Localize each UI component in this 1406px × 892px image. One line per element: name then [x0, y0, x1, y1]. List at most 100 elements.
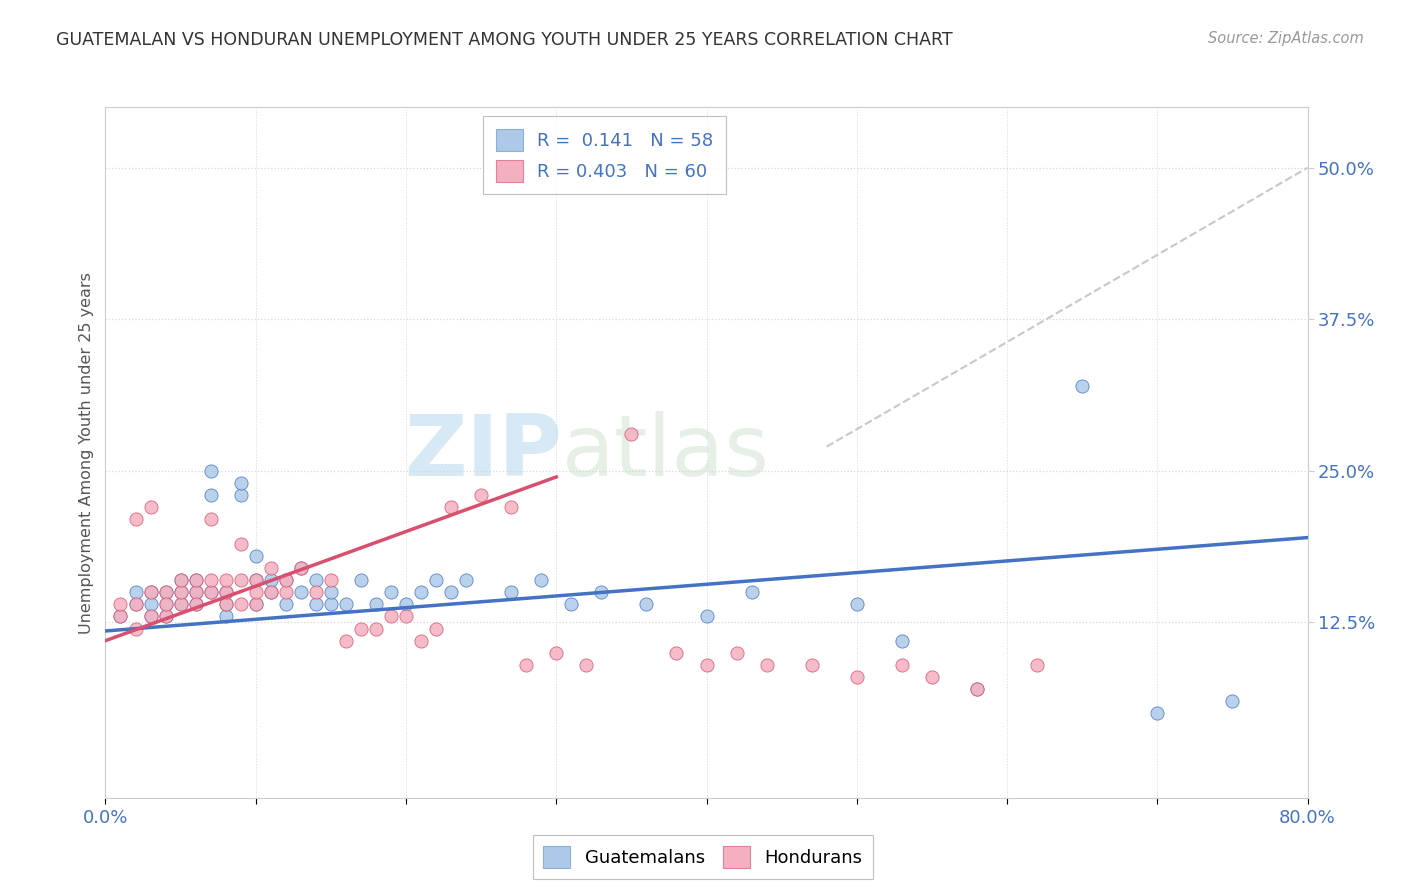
Point — [530, 573, 553, 587]
Text: atlas: atlas — [562, 411, 770, 494]
Point — [214, 573, 236, 587]
Point — [260, 585, 283, 599]
Point — [200, 585, 222, 599]
Point — [124, 597, 146, 611]
Point — [214, 585, 236, 599]
Point — [425, 573, 447, 587]
Point — [169, 585, 191, 599]
Point — [335, 633, 357, 648]
Point — [245, 597, 267, 611]
Point — [214, 609, 236, 624]
Point — [245, 585, 267, 599]
Point — [229, 475, 252, 490]
Point — [696, 609, 718, 624]
Point — [245, 573, 267, 587]
Point — [245, 549, 267, 563]
Text: GUATEMALAN VS HONDURAN UNEMPLOYMENT AMONG YOUTH UNDER 25 YEARS CORRELATION CHART: GUATEMALAN VS HONDURAN UNEMPLOYMENT AMON… — [56, 31, 953, 49]
Point — [124, 585, 146, 599]
Point — [380, 585, 402, 599]
Point — [184, 585, 207, 599]
Point — [245, 597, 267, 611]
Point — [139, 609, 162, 624]
Point — [274, 573, 297, 587]
Point — [229, 597, 252, 611]
Point — [1026, 657, 1049, 672]
Point — [139, 609, 162, 624]
Text: Source: ZipAtlas.com: Source: ZipAtlas.com — [1208, 31, 1364, 46]
Point — [501, 585, 523, 599]
Point — [395, 609, 418, 624]
Point — [184, 573, 207, 587]
Point — [110, 609, 132, 624]
Point — [260, 561, 283, 575]
Point — [214, 597, 236, 611]
Point — [319, 597, 342, 611]
Point — [290, 561, 312, 575]
Point — [966, 682, 988, 697]
Point — [124, 512, 146, 526]
Point — [921, 670, 943, 684]
Point — [501, 500, 523, 515]
Point — [350, 622, 373, 636]
Point — [1071, 379, 1094, 393]
Point — [845, 670, 868, 684]
Point — [725, 646, 748, 660]
Point — [395, 597, 418, 611]
Point — [890, 633, 912, 648]
Point — [364, 597, 387, 611]
Point — [184, 597, 207, 611]
Point — [620, 427, 643, 442]
Point — [200, 512, 222, 526]
Point — [515, 657, 537, 672]
Text: ZIP: ZIP — [405, 411, 562, 494]
Point — [139, 597, 162, 611]
Point — [155, 609, 177, 624]
Point — [305, 573, 328, 587]
Point — [155, 597, 177, 611]
Point — [305, 585, 328, 599]
Point — [890, 657, 912, 672]
Point — [1146, 706, 1168, 721]
Point — [274, 585, 297, 599]
Point — [741, 585, 763, 599]
Point — [665, 646, 688, 660]
Point — [364, 622, 387, 636]
Point — [214, 585, 236, 599]
Point — [335, 597, 357, 611]
Point — [110, 597, 132, 611]
Point — [350, 573, 373, 587]
Point — [380, 609, 402, 624]
Point — [845, 597, 868, 611]
Point — [169, 585, 191, 599]
Point — [440, 500, 463, 515]
Y-axis label: Unemployment Among Youth under 25 years: Unemployment Among Youth under 25 years — [79, 272, 94, 633]
Point — [305, 597, 328, 611]
Point — [319, 585, 342, 599]
Legend: Guatemalans, Hondurans: Guatemalans, Hondurans — [533, 835, 873, 879]
Point — [169, 573, 191, 587]
Point — [155, 585, 177, 599]
Point — [260, 585, 283, 599]
Point — [245, 573, 267, 587]
Point — [546, 646, 568, 660]
Point — [425, 622, 447, 636]
Point — [229, 536, 252, 550]
Point — [200, 488, 222, 502]
Point — [274, 597, 297, 611]
Legend: R =  0.141   N = 58, R = 0.403   N = 60: R = 0.141 N = 58, R = 0.403 N = 60 — [482, 116, 725, 194]
Point — [229, 488, 252, 502]
Point — [139, 585, 162, 599]
Point — [260, 573, 283, 587]
Point — [319, 573, 342, 587]
Point — [409, 585, 432, 599]
Point — [966, 682, 988, 697]
Point — [139, 585, 162, 599]
Point — [200, 464, 222, 478]
Point — [214, 597, 236, 611]
Point — [169, 573, 191, 587]
Point — [560, 597, 582, 611]
Point — [290, 561, 312, 575]
Point — [440, 585, 463, 599]
Point — [229, 573, 252, 587]
Point — [409, 633, 432, 648]
